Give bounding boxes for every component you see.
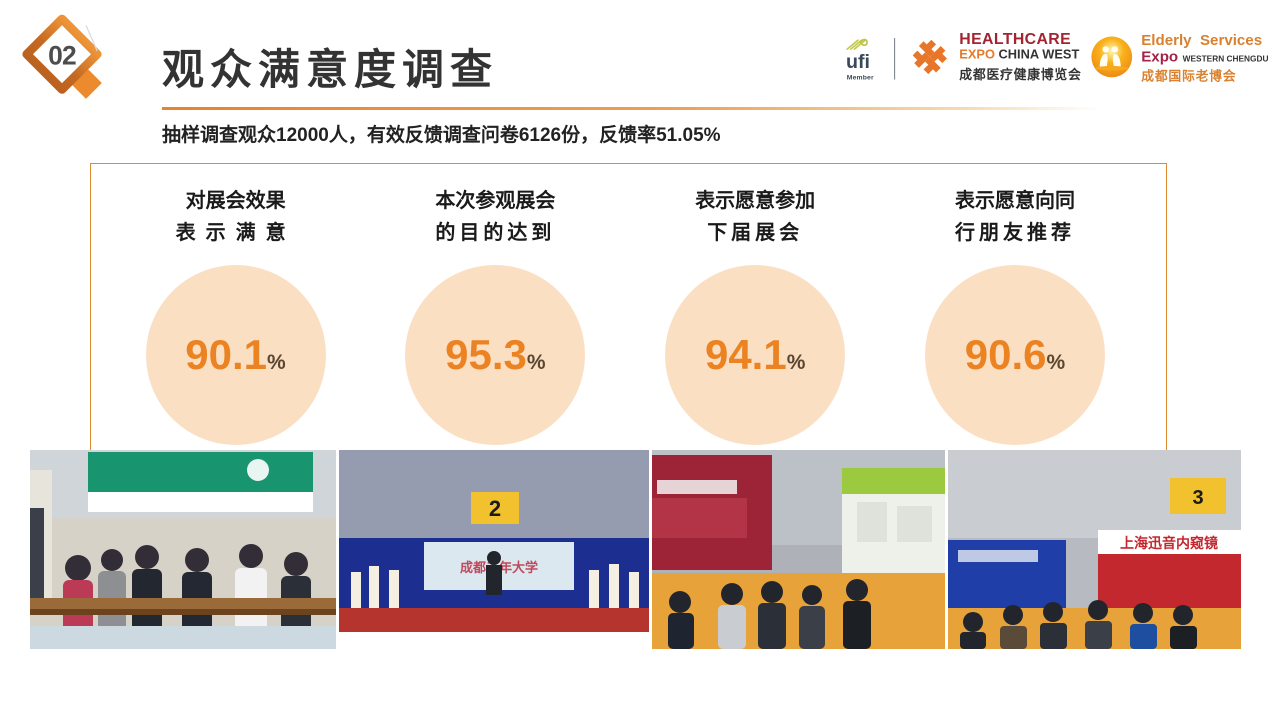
svg-text:2: 2	[489, 496, 501, 521]
svg-text:上海迅音内窥镜: 上海迅音内窥镜	[1120, 535, 1218, 551]
svg-text:3: 3	[1192, 487, 1203, 509]
